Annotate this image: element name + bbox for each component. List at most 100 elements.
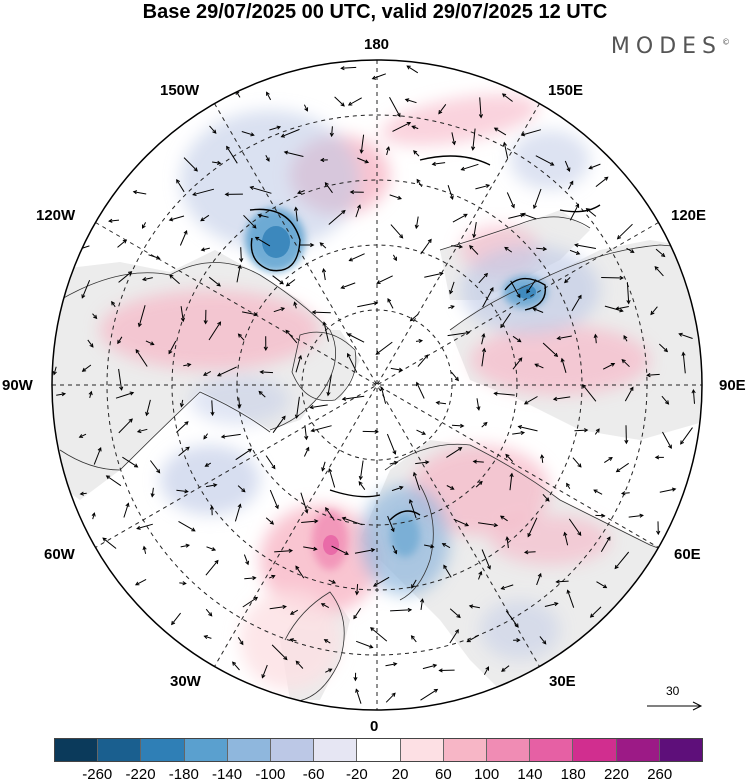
wind-arrow-head — [516, 293, 521, 299]
wind-arrow-head — [416, 381, 420, 387]
wind-arrow-head — [293, 206, 299, 211]
wind-arrow — [178, 520, 196, 532]
wind-arrow-head — [341, 396, 347, 401]
wind-arrow — [106, 475, 122, 487]
wind-arrow-head — [200, 247, 206, 252]
wind-arrow — [415, 216, 419, 229]
wind-arrow-head — [391, 692, 396, 697]
wind-arrow — [505, 610, 519, 628]
wind-arrow — [501, 584, 514, 590]
wind-arrow-head — [237, 404, 242, 409]
wind-arrow-head — [354, 590, 360, 596]
wind-arrow — [679, 333, 693, 339]
wind-arrow-head — [371, 75, 377, 80]
wind-arrow — [542, 493, 550, 502]
wind-arrow-head — [369, 644, 374, 649]
wind-arrow-head — [626, 299, 631, 305]
wind-arrow — [572, 457, 582, 468]
wind-arrow-head — [478, 570, 483, 576]
wind-arrow-head — [192, 191, 197, 196]
wind-arrow — [504, 246, 513, 253]
wind-arrow-head — [502, 141, 507, 147]
wind-vectors — [52, 65, 696, 704]
wind-arrow-head — [142, 224, 146, 229]
map-border — [51, 59, 703, 711]
wind-arrow-head — [203, 320, 208, 325]
colorbar-tick-label: 20 — [391, 766, 409, 783]
colorbar-tick-label: -100 — [255, 766, 286, 783]
wind-arrow-head — [212, 129, 217, 134]
wind-arrow-head — [150, 341, 155, 346]
wind-arrow — [424, 272, 443, 278]
wind-arrow — [243, 554, 249, 565]
wind-arrow — [357, 157, 369, 163]
wind-arrow-head — [408, 499, 413, 504]
wind-arrow — [536, 573, 542, 586]
wind-arrow — [506, 192, 515, 208]
wind-arrow-head — [566, 167, 571, 172]
wind-arrow — [265, 455, 276, 469]
wind-arrow-head — [241, 488, 246, 493]
wind-arrow-head — [108, 218, 113, 223]
wind-arrow-head — [553, 352, 559, 357]
wind-arrow-head — [614, 306, 620, 311]
wind-arrow-head — [353, 676, 358, 682]
wind-arrow-head — [413, 150, 418, 155]
wind-arrow — [390, 609, 412, 612]
wind-arrow — [255, 236, 271, 247]
wind-arrow — [244, 577, 256, 580]
wind-arrow-head — [281, 415, 286, 420]
wind-arrow — [212, 161, 221, 164]
wind-arrow — [446, 485, 454, 490]
wind-arrow-head — [247, 448, 253, 453]
wind-arrow-head — [369, 627, 375, 632]
wind-arrow-head — [393, 460, 399, 465]
wind-arrow-head — [271, 464, 276, 470]
wind-arrow-head — [575, 203, 580, 208]
wind-arrow-head — [141, 277, 147, 282]
wind-arrow-head — [304, 435, 309, 441]
wind-arrow — [56, 393, 66, 396]
wind-arrow-head — [208, 612, 213, 617]
wind-arrow-head — [88, 390, 93, 396]
wind-arrow-head — [279, 280, 284, 285]
wind-arrow-head — [523, 400, 529, 405]
wind-arrow — [602, 363, 615, 370]
wind-arrow-head — [304, 107, 309, 112]
wind-arrow-head — [451, 140, 456, 146]
wind-arrow-head — [398, 367, 404, 372]
wind-arrow — [390, 224, 403, 239]
wind-arrow — [143, 546, 147, 554]
wind-arrow — [410, 313, 419, 322]
wind-arrow-head — [102, 537, 107, 542]
wind-arrow-head — [358, 481, 363, 486]
wind-arrow — [176, 489, 188, 493]
wind-arrow-head — [180, 317, 185, 323]
wind-arrow-head — [295, 660, 300, 665]
wind-arrow — [536, 247, 547, 250]
wind-arrow-head — [253, 596, 259, 601]
wind-arrow — [115, 392, 134, 399]
wind-arrow — [342, 517, 363, 526]
wind-arrow-head — [588, 165, 593, 170]
wind-arrow-head — [450, 485, 455, 490]
lon-label-90w: 90W — [2, 377, 33, 394]
wind-arrow — [386, 433, 396, 455]
wind-arrow — [556, 580, 569, 583]
wind-arrow-head — [393, 662, 398, 667]
wind-arrow-head — [183, 230, 188, 235]
wind-arrow-head — [431, 161, 436, 166]
wind-arrow-head — [550, 161, 555, 166]
wind-arrow-head — [293, 301, 298, 306]
wind-arrow-head — [185, 446, 190, 451]
wind-arrow — [541, 455, 544, 463]
wind-arrow — [626, 247, 634, 253]
wind-arrow-head — [132, 190, 138, 195]
wind-arrow-head — [359, 149, 364, 154]
wind-arrow — [168, 340, 177, 354]
wind-arrow-head — [493, 391, 498, 396]
wind-arrow-head — [483, 421, 488, 427]
wind-arrow-head — [168, 217, 174, 222]
wind-arrow-head — [397, 195, 402, 200]
wind-arrow-head — [691, 388, 696, 394]
